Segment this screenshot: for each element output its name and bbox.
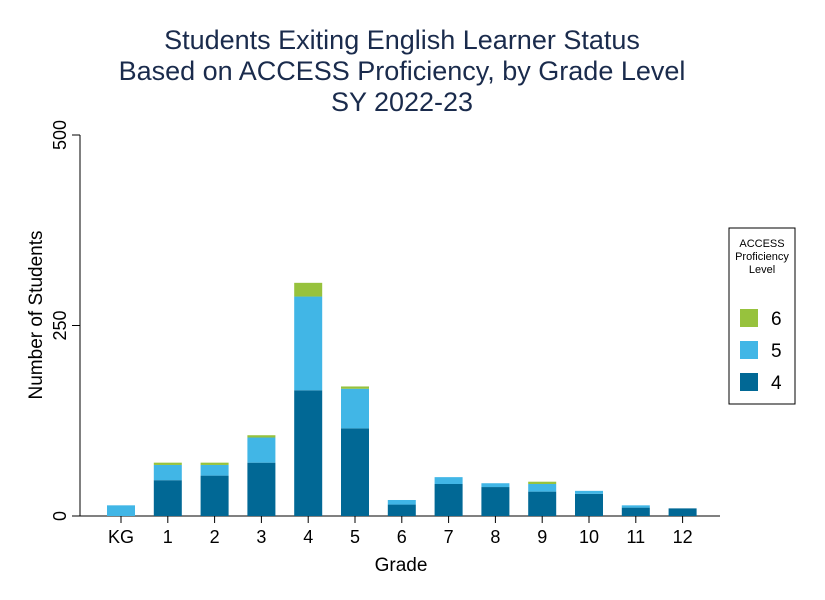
bar-segment-level-4 [387,504,416,516]
bar-segment-level-4 [481,487,510,516]
x-axis: KG 1 2 3 4 5 6 7 8 9 10 11 12 [80,515,720,547]
title-line-1: Students Exiting English Learner Status [164,25,640,55]
legend-label-level-5: 5 [771,341,782,362]
bar-segment-level-5 [294,296,323,391]
legend-label-level-4: 4 [771,373,782,394]
legend-swatch-level-6 [740,309,758,327]
bar-segment-level-5 [107,505,135,516]
bar-segment-level-4 [247,462,276,516]
bars [107,282,697,516]
y-tick-label: 250 [50,310,70,340]
bar-segment-level-4 [621,507,650,516]
bar-segment-level-5 [528,483,557,492]
legend: ACCESS Proficiency Level 6 5 4 [728,227,796,405]
y-tick-label: 500 [50,120,70,150]
bar-segment-level-6 [341,386,369,389]
x-tick-label: KG [108,527,134,547]
x-tick-label: 8 [490,527,500,547]
x-tick-label: 10 [579,527,599,547]
legend-items: 6 5 4 [740,309,782,394]
legend-swatch-level-4 [740,373,758,391]
bar-segment-level-5 [621,505,650,508]
bar-segment-level-5 [434,477,463,484]
x-tick-label: 1 [163,527,173,547]
x-tick-label: 2 [210,527,220,547]
x-tick-label: 3 [256,527,266,547]
title-line-2: Based on ACCESS Proficiency, by Grade Le… [119,56,686,86]
bar-segment-level-4 [200,475,229,516]
x-tick-label: 4 [303,527,313,547]
bar-segment-level-6 [153,462,182,465]
bar-segment-level-5 [153,464,182,481]
x-tick-label: 7 [444,527,454,547]
x-tick-label: 6 [397,527,407,547]
y-axis-title: Number of Students [26,231,47,400]
bar-segment-level-6 [294,282,323,297]
bar-segment-level-4 [528,491,557,516]
bar-segment-level-4 [341,428,369,516]
x-tick-label: 5 [350,527,360,547]
bar-segment-level-4 [153,480,182,516]
legend-swatch-level-5 [740,341,758,359]
x-tick-label: 12 [673,527,693,547]
bar-segment-level-5 [247,437,276,463]
title-line-3: SY 2022-23 [331,87,473,117]
bar-segment-level-5 [575,490,603,494]
bar-segment-level-5 [341,388,369,429]
bar-segment-level-5 [481,483,510,488]
bar-segment-level-4 [575,493,603,516]
x-axis-title: Grade [375,555,428,576]
legend-title-line-2: Proficiency [735,251,789,263]
bar-segment-level-4 [434,483,463,516]
x-tick-label: 11 [626,527,645,547]
bar-segment-level-6 [247,435,276,438]
y-axis: 0 250 500 [50,120,81,521]
bar-segment-level-6 [528,481,557,484]
bar-segment-level-4 [294,390,323,516]
bar-segment-level-5 [387,499,416,505]
legend-title-line-3: Level [749,264,775,276]
bar-segment-level-4 [668,508,697,516]
x-tick-label: 9 [537,527,547,547]
chart-title: Students Exiting English Learner Status … [119,25,686,117]
legend-title-line-1: ACCESS [739,238,784,250]
legend-label-level-6: 6 [771,309,782,330]
bar-segment-level-6 [200,462,229,465]
bar-segment-level-5 [200,464,229,476]
y-tick-label: 0 [50,511,70,521]
